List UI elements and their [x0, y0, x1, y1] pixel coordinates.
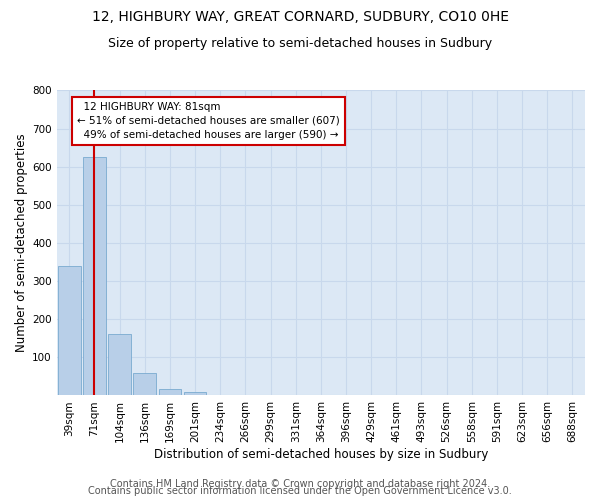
Text: Contains public sector information licensed under the Open Government Licence v3: Contains public sector information licen…: [88, 486, 512, 496]
Bar: [158, 389, 181, 396]
Text: 12, HIGHBURY WAY, GREAT CORNARD, SUDBURY, CO10 0HE: 12, HIGHBURY WAY, GREAT CORNARD, SUDBURY…: [91, 10, 509, 24]
Bar: [108, 334, 131, 396]
Y-axis label: Number of semi-detached properties: Number of semi-detached properties: [15, 134, 28, 352]
Text: 12 HIGHBURY WAY: 81sqm
← 51% of semi-detached houses are smaller (607)
  49% of : 12 HIGHBURY WAY: 81sqm ← 51% of semi-det…: [77, 102, 340, 140]
Bar: [133, 374, 156, 396]
X-axis label: Distribution of semi-detached houses by size in Sudbury: Distribution of semi-detached houses by …: [154, 448, 488, 461]
Bar: [184, 392, 206, 396]
Text: Size of property relative to semi-detached houses in Sudbury: Size of property relative to semi-detach…: [108, 38, 492, 51]
Text: Contains HM Land Registry data © Crown copyright and database right 2024.: Contains HM Land Registry data © Crown c…: [110, 479, 490, 489]
Bar: [58, 266, 80, 396]
Bar: [83, 157, 106, 396]
